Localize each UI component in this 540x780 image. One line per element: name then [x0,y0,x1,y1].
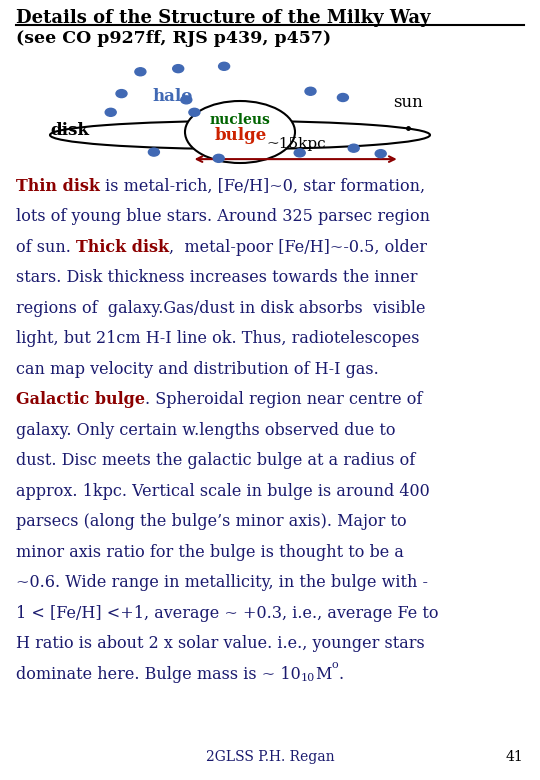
Text: (see CO p927ff, RJS p439, p457): (see CO p927ff, RJS p439, p457) [16,30,332,47]
Ellipse shape [173,65,184,73]
Ellipse shape [181,96,192,104]
Text: disk: disk [51,122,90,139]
Text: nucleus: nucleus [210,113,271,127]
Text: approx. 1kpc. Vertical scale in bulge is around 400: approx. 1kpc. Vertical scale in bulge is… [16,483,430,500]
Text: dust. Disc meets the galactic bulge at a radius of: dust. Disc meets the galactic bulge at a… [16,452,415,470]
Ellipse shape [105,108,116,116]
Text: . Spheroidal region near centre of: . Spheroidal region near centre of [145,392,423,409]
Text: M: M [315,666,332,682]
Text: 2GLSS P.H. Regan: 2GLSS P.H. Regan [206,750,334,764]
Text: lots of young blue stars. Around 325 parsec region: lots of young blue stars. Around 325 par… [16,208,430,225]
Text: parsecs (along the bulge’s minor axis). Major to: parsecs (along the bulge’s minor axis). … [16,513,407,530]
Ellipse shape [213,154,224,162]
Text: Galactic bulge: Galactic bulge [16,392,145,409]
Text: is metal-rich, [Fe/H]~0, star formation,: is metal-rich, [Fe/H]~0, star formation, [100,178,425,195]
Text: H ratio is about 2 x solar value. i.e., younger stars: H ratio is about 2 x solar value. i.e., … [16,636,425,652]
Text: galaxy. Only certain w.lengths observed due to: galaxy. Only certain w.lengths observed … [16,422,396,439]
Text: .: . [338,666,343,682]
Ellipse shape [305,87,316,95]
Text: Details of the Structure of the Milky Way: Details of the Structure of the Milky Wa… [16,9,431,27]
Text: Thick disk: Thick disk [76,239,169,256]
Ellipse shape [116,90,127,98]
Ellipse shape [375,150,386,158]
Text: light, but 21cm H-I line ok. Thus, radiotelescopes: light, but 21cm H-I line ok. Thus, radio… [16,331,420,347]
Text: of sun.: of sun. [16,239,76,256]
Text: sun: sun [393,94,423,112]
Text: 10: 10 [301,673,315,682]
Text: dominate here. Bulge mass is ~ 10: dominate here. Bulge mass is ~ 10 [16,666,301,682]
Ellipse shape [135,68,146,76]
Text: 41: 41 [506,750,524,764]
Ellipse shape [148,148,159,156]
Ellipse shape [189,108,200,116]
Text: bulge: bulge [214,127,266,144]
Text: ~0.6. Wide range in metallicity, in the bulge with -: ~0.6. Wide range in metallicity, in the … [16,574,428,591]
Text: minor axis ratio for the bulge is thought to be a: minor axis ratio for the bulge is though… [16,544,404,561]
Ellipse shape [294,149,305,157]
Ellipse shape [348,144,359,152]
Ellipse shape [338,94,348,101]
Ellipse shape [50,121,430,149]
Text: 1 < [Fe/H] <+1, average ~ +0.3, i.e., average Fe to: 1 < [Fe/H] <+1, average ~ +0.3, i.e., av… [16,604,438,622]
Text: can map velocity and distribution of H-I gas.: can map velocity and distribution of H-I… [16,361,379,378]
Ellipse shape [185,101,295,163]
Text: o: o [332,660,338,670]
Text: stars. Disk thickness increases towards the inner: stars. Disk thickness increases towards … [16,269,418,286]
Text: Thin disk: Thin disk [16,178,100,195]
Text: halo: halo [153,88,193,105]
Text: ~15kpc: ~15kpc [266,137,326,151]
Ellipse shape [219,62,230,70]
Text: ,  metal-poor [Fe/H]~-0.5, older: , metal-poor [Fe/H]~-0.5, older [169,239,427,256]
Text: regions of  galaxy.Gas/dust in disk absorbs  visible: regions of galaxy.Gas/dust in disk absor… [16,300,426,317]
